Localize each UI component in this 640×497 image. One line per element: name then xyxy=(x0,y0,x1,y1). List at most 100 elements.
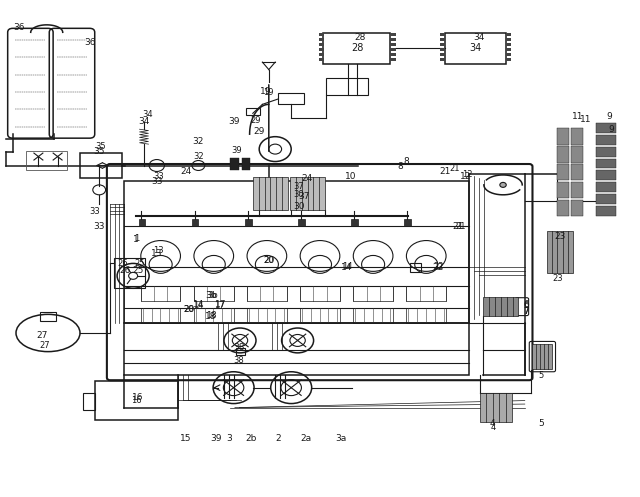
Text: 5: 5 xyxy=(538,371,543,380)
Bar xyxy=(506,53,511,56)
Text: 18: 18 xyxy=(205,312,217,321)
Text: 2b: 2b xyxy=(246,434,257,443)
Text: 32: 32 xyxy=(193,137,204,146)
Text: 15: 15 xyxy=(180,434,191,443)
Text: 23: 23 xyxy=(553,274,563,283)
Bar xyxy=(298,219,305,226)
Text: 3b: 3b xyxy=(207,291,218,300)
Text: 22: 22 xyxy=(433,263,444,272)
Bar xyxy=(406,286,446,301)
Bar xyxy=(440,53,445,56)
Text: 20: 20 xyxy=(263,256,275,265)
Text: 29: 29 xyxy=(253,127,265,136)
Bar xyxy=(124,181,469,323)
Text: 28: 28 xyxy=(351,43,364,53)
Bar xyxy=(557,128,569,145)
Bar xyxy=(319,58,324,61)
Text: 25: 25 xyxy=(132,266,143,275)
Bar xyxy=(300,308,340,323)
Text: 21: 21 xyxy=(449,165,460,173)
Bar xyxy=(319,33,324,36)
Circle shape xyxy=(129,272,138,279)
Bar xyxy=(440,48,445,51)
Text: 33: 33 xyxy=(90,207,100,216)
Text: 39: 39 xyxy=(228,117,239,126)
Bar xyxy=(300,286,340,301)
Text: 19: 19 xyxy=(264,88,274,97)
Text: 2: 2 xyxy=(276,434,281,443)
Text: 7: 7 xyxy=(524,307,529,316)
Text: 23: 23 xyxy=(554,232,566,241)
Bar xyxy=(278,93,304,104)
Text: 34: 34 xyxy=(138,117,150,126)
Text: 6: 6 xyxy=(524,301,529,310)
Text: 35: 35 xyxy=(95,142,106,151)
Text: 3b: 3b xyxy=(205,291,217,300)
Bar xyxy=(483,297,518,316)
Bar xyxy=(192,219,198,226)
Bar xyxy=(547,231,573,273)
Text: 19: 19 xyxy=(260,87,271,96)
Bar xyxy=(390,43,396,46)
Bar xyxy=(246,108,260,115)
Bar xyxy=(247,308,287,323)
Text: 34: 34 xyxy=(469,43,482,53)
Text: 24: 24 xyxy=(180,167,191,176)
Text: 20: 20 xyxy=(264,256,274,265)
Text: 5: 5 xyxy=(538,419,543,428)
Bar xyxy=(319,38,324,41)
Bar xyxy=(571,182,583,198)
Bar xyxy=(506,33,511,36)
Text: 37: 37 xyxy=(298,192,310,201)
Text: 8: 8 xyxy=(403,157,409,166)
Text: 18: 18 xyxy=(206,311,216,320)
Text: 6: 6 xyxy=(524,300,529,309)
Bar xyxy=(571,200,583,216)
Bar xyxy=(323,33,390,64)
Text: 21: 21 xyxy=(456,222,466,231)
Text: 33: 33 xyxy=(154,172,164,181)
Bar xyxy=(506,58,511,61)
Text: 4: 4 xyxy=(490,419,495,428)
Text: 21: 21 xyxy=(439,167,451,176)
Bar xyxy=(80,153,122,178)
Text: 30: 30 xyxy=(294,202,305,211)
Text: 38: 38 xyxy=(233,343,244,352)
Text: 8: 8 xyxy=(397,162,403,171)
Text: 36: 36 xyxy=(84,38,95,47)
Bar xyxy=(319,43,324,46)
Bar xyxy=(319,48,324,51)
Text: 14: 14 xyxy=(193,300,204,309)
Bar xyxy=(26,151,67,170)
Bar xyxy=(440,58,445,61)
Text: 1: 1 xyxy=(134,235,139,244)
Bar xyxy=(440,43,445,46)
Text: 11: 11 xyxy=(580,115,591,124)
Circle shape xyxy=(500,182,506,187)
Bar xyxy=(406,308,446,323)
Text: 39: 39 xyxy=(231,146,241,155)
Text: 16: 16 xyxy=(131,396,141,405)
Text: 17: 17 xyxy=(214,301,225,310)
Text: 20: 20 xyxy=(183,305,195,314)
Bar xyxy=(124,323,469,375)
Text: 3: 3 xyxy=(227,434,232,443)
Text: 29: 29 xyxy=(251,116,261,125)
Text: 34: 34 xyxy=(473,33,484,42)
Text: 26: 26 xyxy=(119,266,131,275)
Bar xyxy=(596,147,616,157)
Bar xyxy=(141,308,180,323)
Bar xyxy=(319,53,324,56)
Text: 17: 17 xyxy=(215,300,227,309)
Bar xyxy=(571,128,583,145)
Text: 21: 21 xyxy=(452,222,463,231)
Bar xyxy=(40,312,56,321)
Text: 22: 22 xyxy=(434,262,444,271)
Bar xyxy=(571,164,583,180)
Bar xyxy=(390,53,396,56)
Text: 27: 27 xyxy=(40,341,50,350)
Bar xyxy=(390,33,396,36)
Bar xyxy=(236,348,245,355)
Bar xyxy=(480,393,512,422)
Text: 36: 36 xyxy=(13,23,25,32)
